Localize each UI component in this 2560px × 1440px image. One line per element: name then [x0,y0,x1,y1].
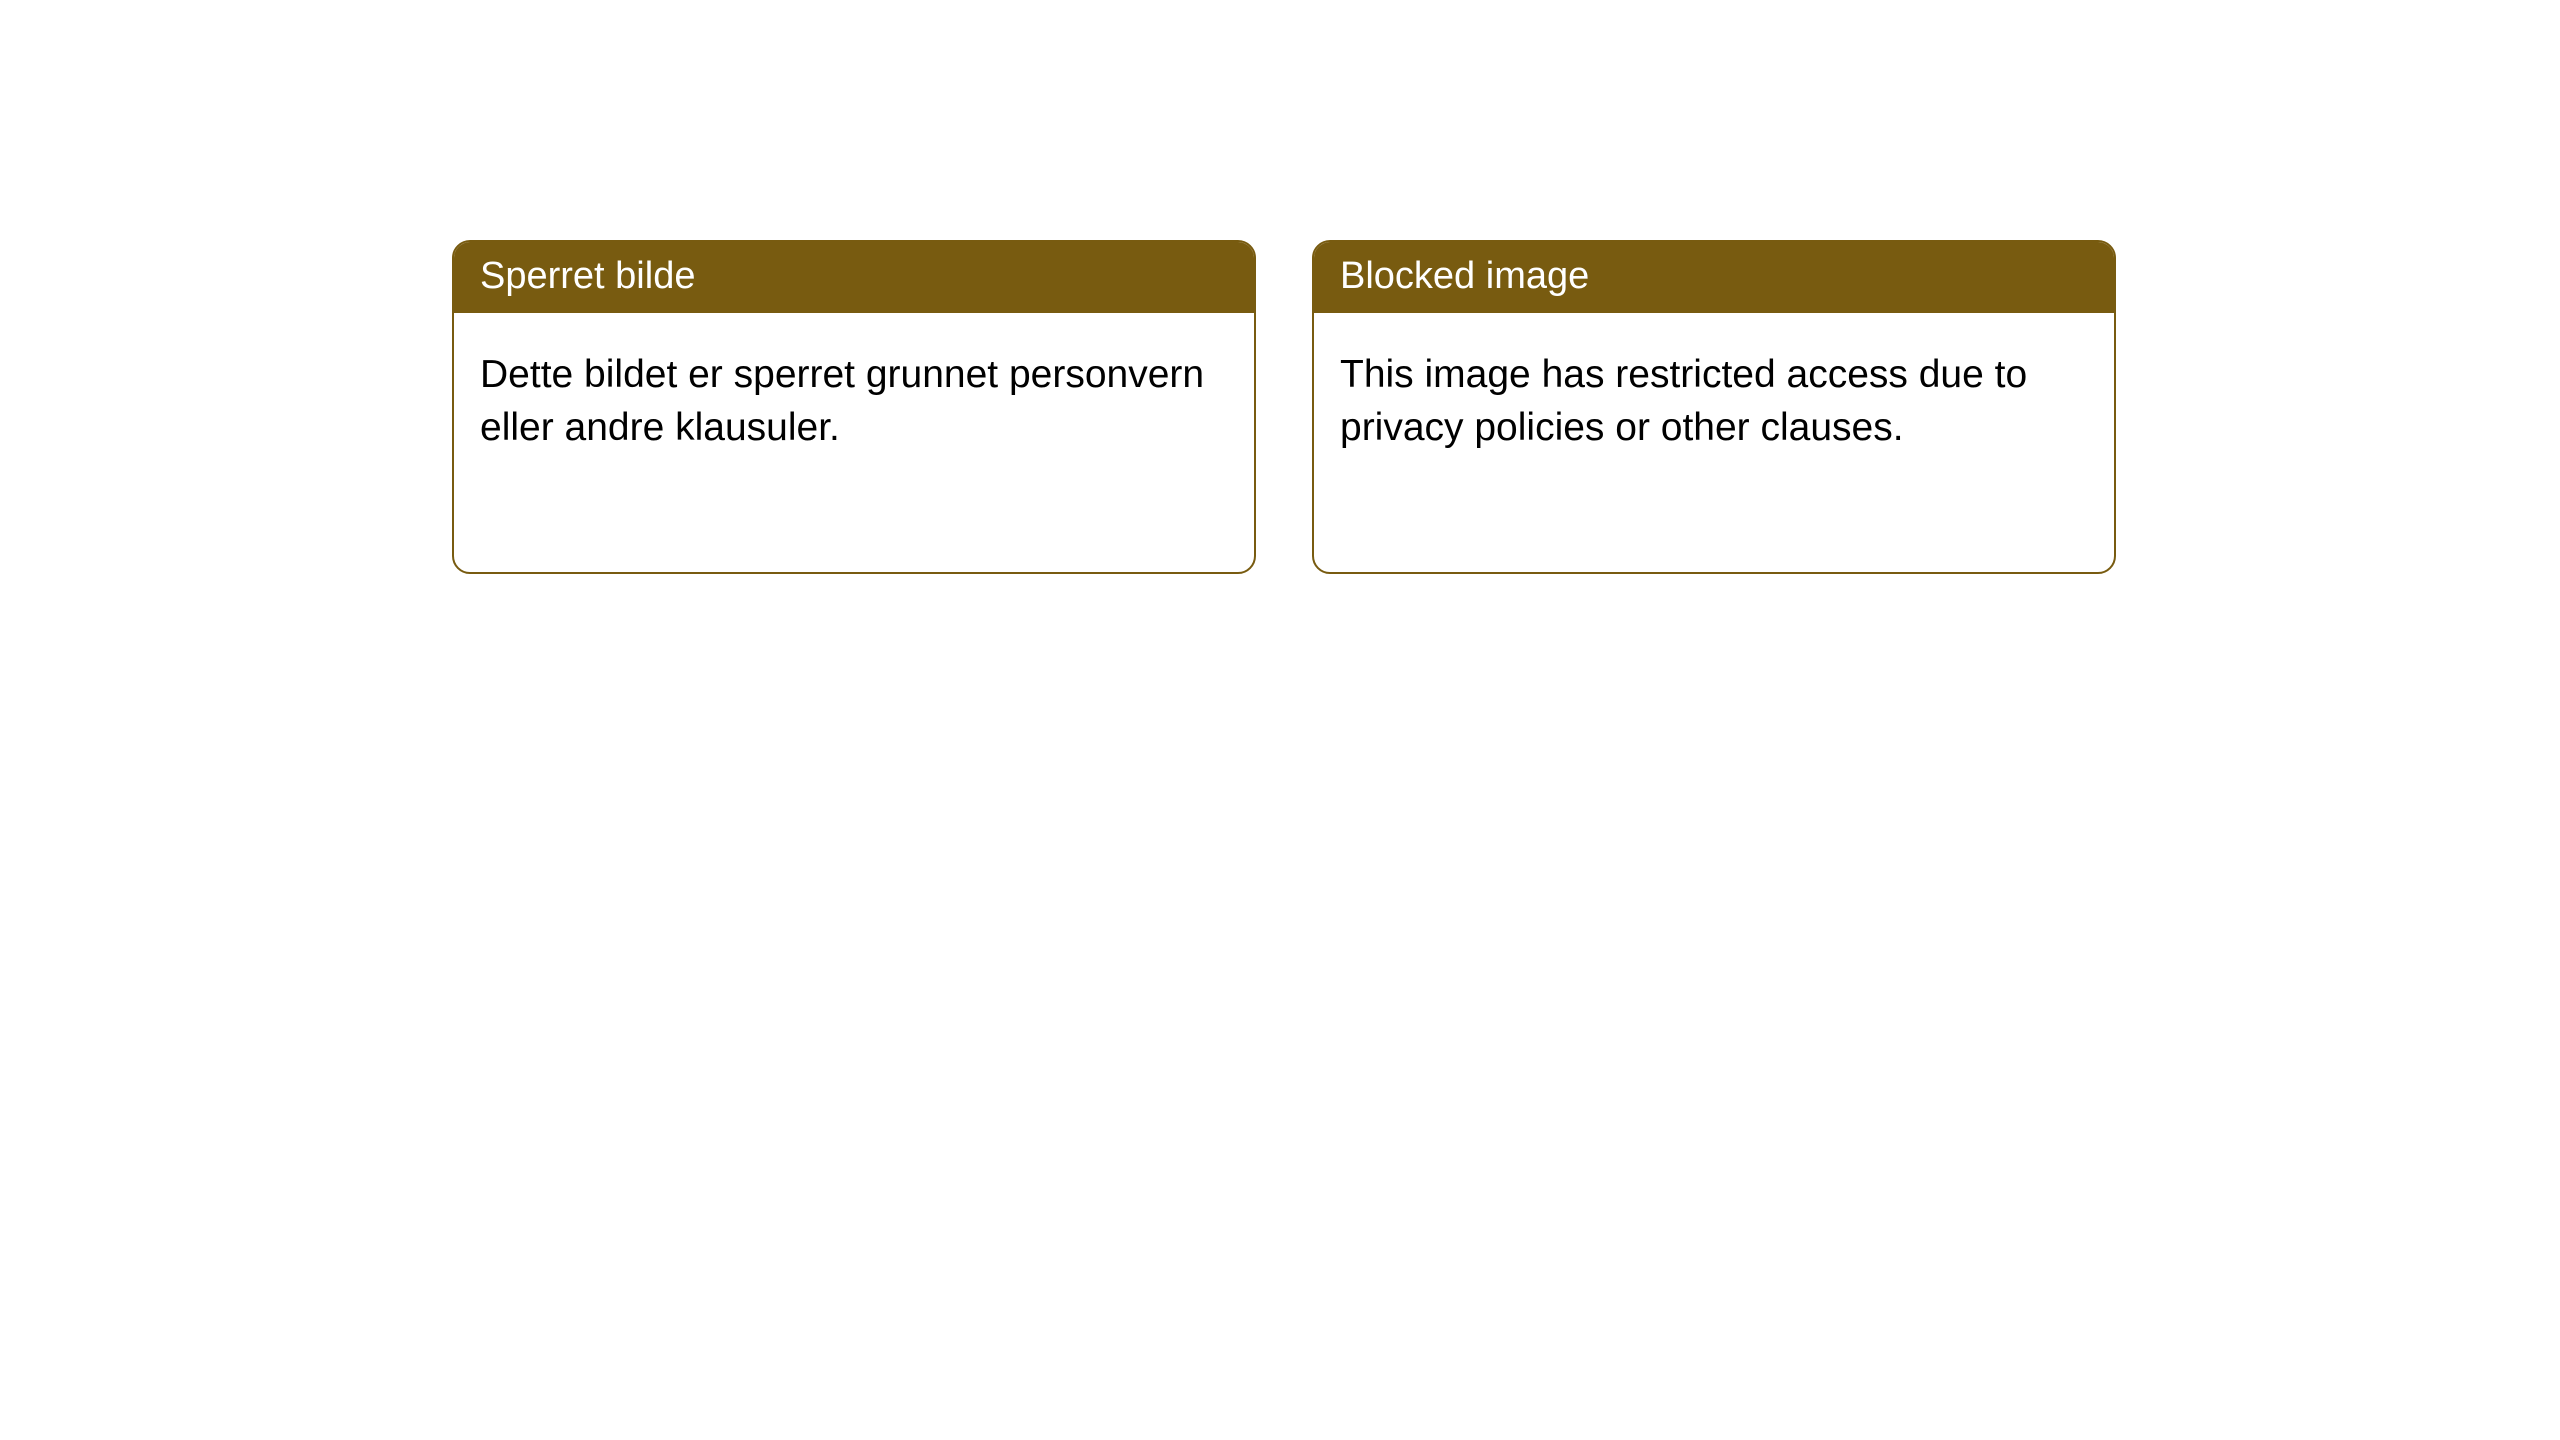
card-body: This image has restricted access due to … [1314,313,2114,480]
card-body: Dette bildet er sperret grunnet personve… [454,313,1254,480]
blocked-image-card-no: Sperret bilde Dette bildet er sperret gr… [452,240,1256,574]
card-title: Blocked image [1314,242,2114,313]
card-title: Sperret bilde [454,242,1254,313]
notice-container: Sperret bilde Dette bildet er sperret gr… [0,0,2560,574]
blocked-image-card-en: Blocked image This image has restricted … [1312,240,2116,574]
